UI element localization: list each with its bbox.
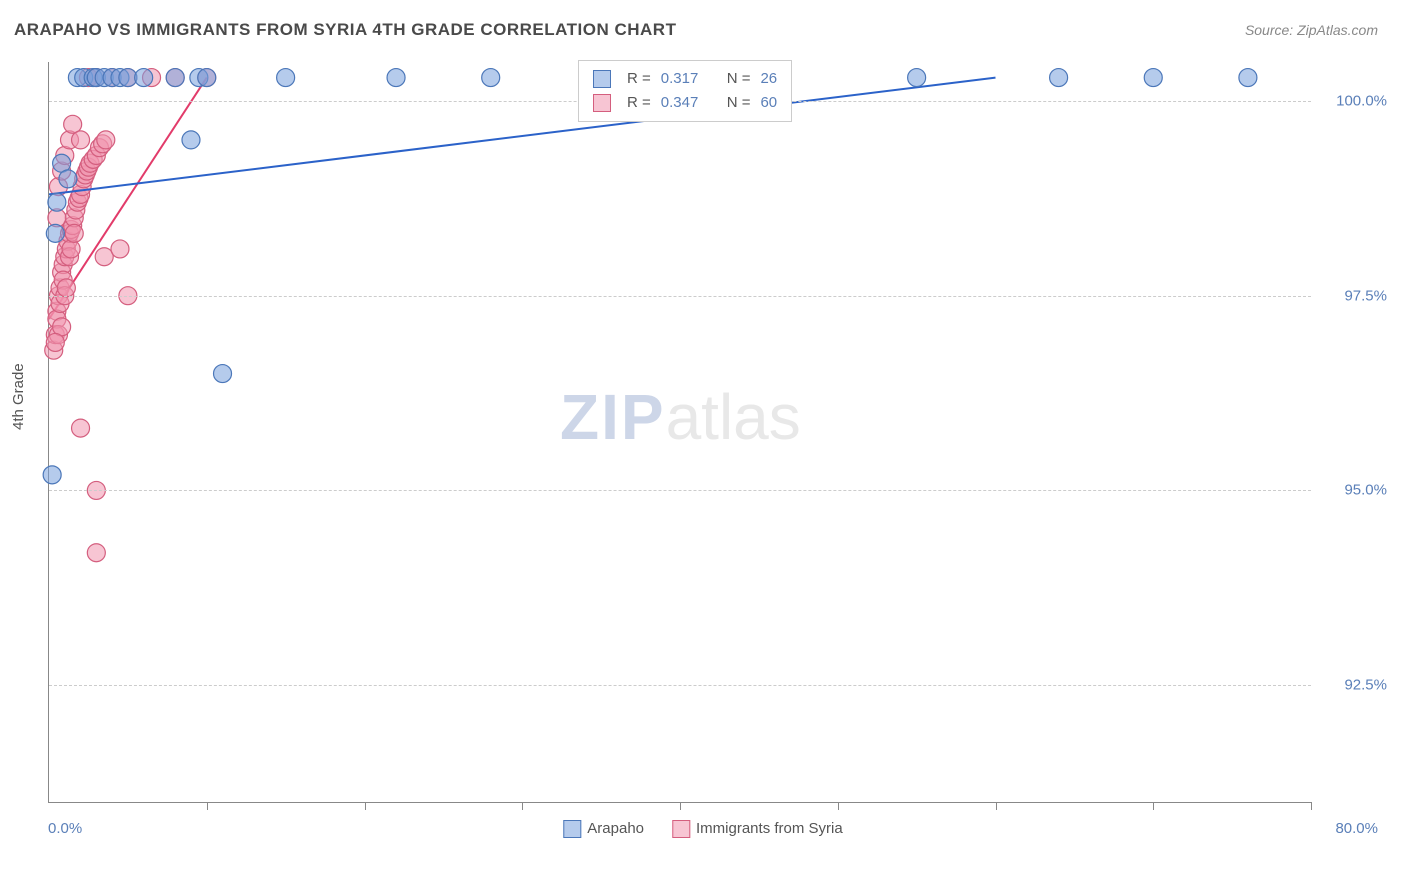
r-value: 0.347	[661, 91, 699, 115]
y-tick-label: 97.5%	[1321, 287, 1387, 304]
gridline	[49, 685, 1311, 686]
n-value: 60	[760, 91, 777, 115]
data-point	[65, 224, 83, 242]
legend-bottom: Arapaho Immigrants from Syria	[563, 820, 842, 838]
data-point	[87, 544, 105, 562]
data-point	[111, 240, 129, 258]
y-tick-label: 95.0%	[1321, 482, 1387, 499]
data-point	[908, 69, 926, 87]
chart-svg	[49, 62, 1311, 802]
y-axis-title: 4th Grade	[10, 363, 27, 430]
x-tick	[838, 802, 839, 810]
data-point	[198, 69, 216, 87]
x-tick	[207, 802, 208, 810]
data-point	[48, 193, 66, 211]
legend-swatch	[593, 70, 611, 88]
legend-swatch	[593, 94, 611, 112]
legend-label: Immigrants from Syria	[696, 820, 843, 837]
legend-label: Arapaho	[587, 820, 644, 837]
y-tick-label: 92.5%	[1321, 677, 1387, 694]
data-point	[1050, 69, 1068, 87]
n-value: 26	[760, 67, 777, 91]
chart-title: ARAPAHO VS IMMIGRANTS FROM SYRIA 4TH GRA…	[14, 20, 676, 40]
data-point	[43, 466, 61, 484]
x-tick	[996, 802, 997, 810]
data-point	[277, 69, 295, 87]
data-point	[46, 224, 64, 242]
x-tick	[1311, 802, 1312, 810]
stats-box: R = 0.317 N = 26 R = 0.347 N = 60	[578, 60, 792, 122]
stats-row: R = 0.347 N = 60	[593, 91, 777, 115]
gridline	[49, 490, 1311, 491]
data-point	[59, 170, 77, 188]
r-label: R =	[627, 67, 651, 91]
data-point	[482, 69, 500, 87]
legend-item: Arapaho	[563, 820, 644, 838]
data-point	[1144, 69, 1162, 87]
data-point	[97, 131, 115, 149]
data-point	[214, 365, 232, 383]
x-tick	[522, 802, 523, 810]
legend-swatch	[672, 820, 690, 838]
plot-area: 92.5%95.0%97.5%100.0%	[48, 62, 1311, 803]
x-axis-min-label: 0.0%	[48, 820, 82, 837]
data-point	[46, 333, 64, 351]
data-point	[387, 69, 405, 87]
gridline	[49, 296, 1311, 297]
x-axis-max-label: 80.0%	[1335, 820, 1378, 837]
data-point	[166, 69, 184, 87]
data-point	[57, 279, 75, 297]
legend-swatch	[563, 820, 581, 838]
source-attribution: Source: ZipAtlas.com	[1245, 22, 1378, 38]
y-tick-label: 100.0%	[1321, 92, 1387, 109]
stats-row: R = 0.317 N = 26	[593, 67, 777, 91]
x-tick	[1153, 802, 1154, 810]
data-point	[1239, 69, 1257, 87]
n-label: N =	[727, 91, 751, 115]
r-value: 0.317	[661, 67, 699, 91]
data-point	[135, 69, 153, 87]
x-tick	[365, 802, 366, 810]
legend-item: Immigrants from Syria	[672, 820, 843, 838]
data-point	[72, 419, 90, 437]
n-label: N =	[727, 67, 751, 91]
x-tick	[680, 802, 681, 810]
data-point	[72, 131, 90, 149]
data-point	[182, 131, 200, 149]
r-label: R =	[627, 91, 651, 115]
data-point	[62, 240, 80, 258]
